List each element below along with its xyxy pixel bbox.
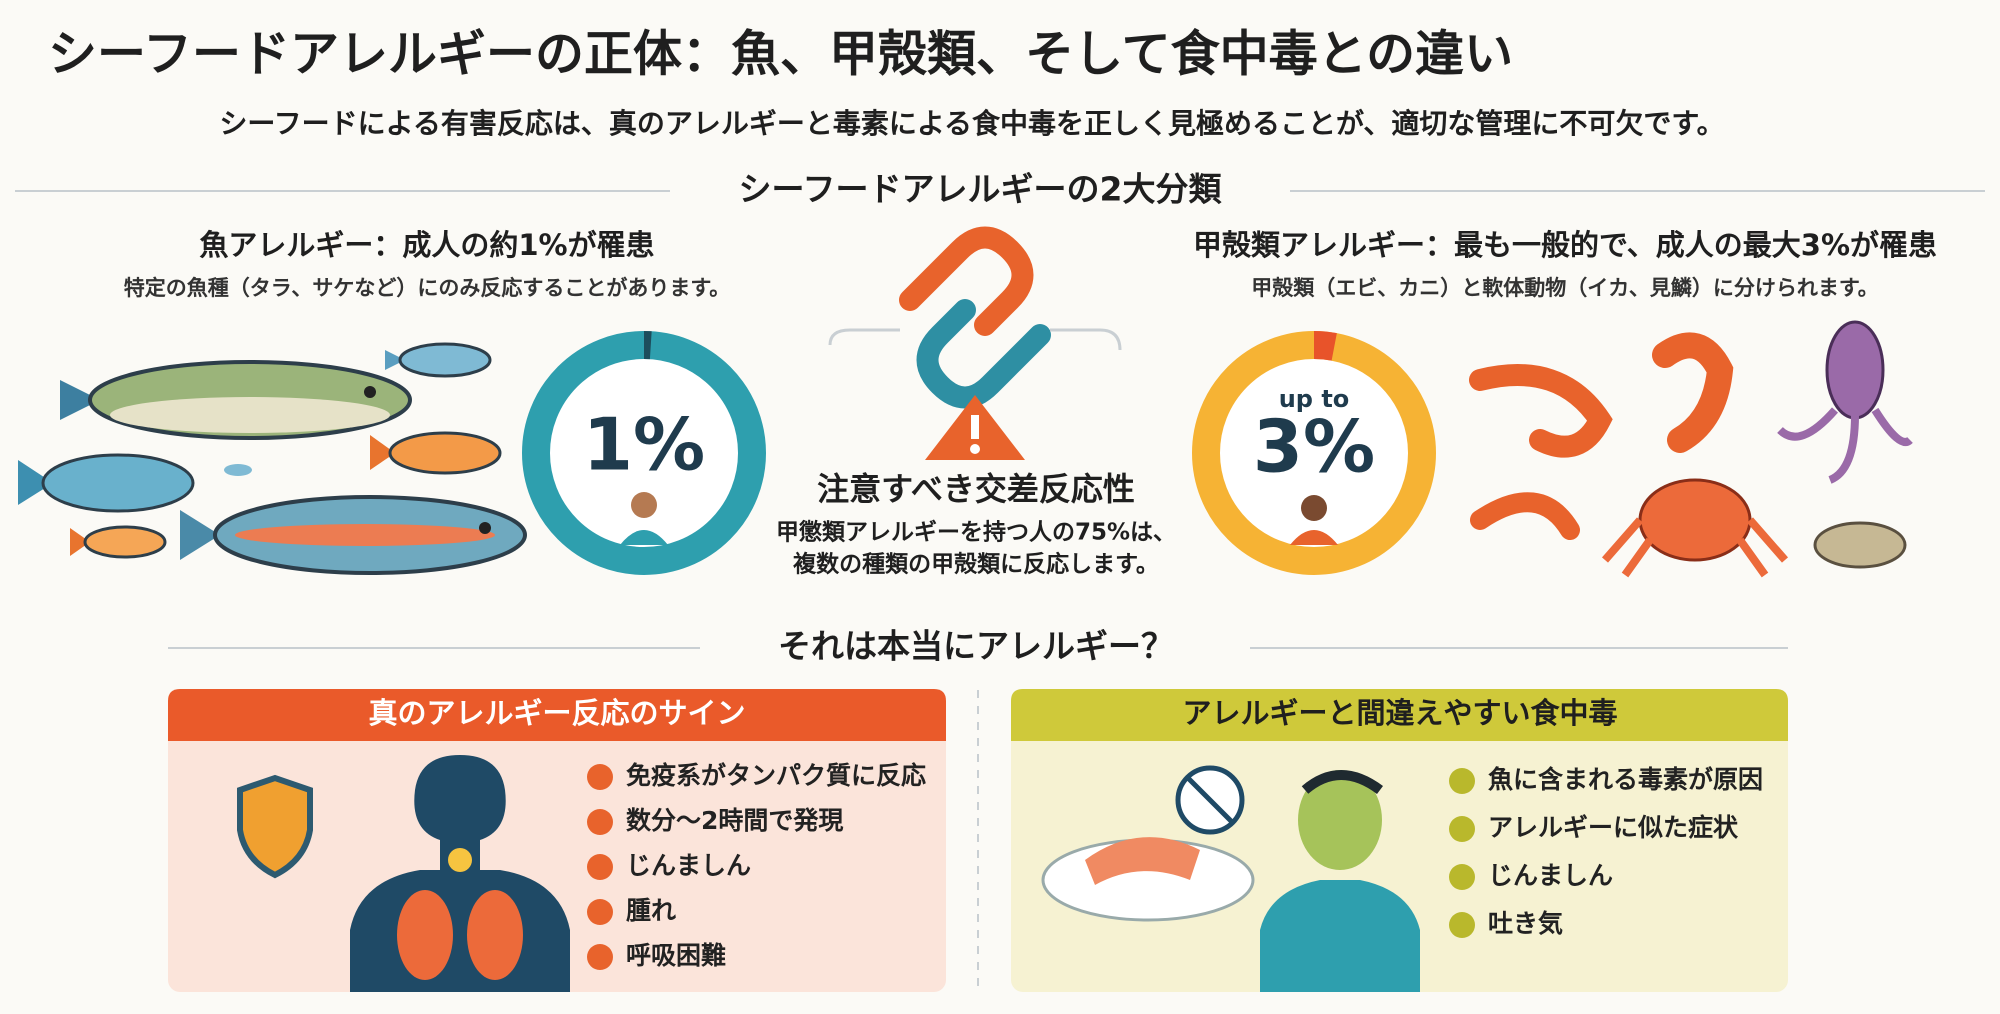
fish-stat: 1% bbox=[522, 331, 766, 575]
cross-line: 甲懲類アレルギーを持つ人の75%は、 bbox=[776, 519, 1176, 546]
illustration-shape bbox=[971, 415, 979, 439]
illustration-shape bbox=[237, 774, 313, 879]
illustration-shape bbox=[479, 522, 491, 534]
illustration-shape bbox=[899, 226, 1034, 336]
illustration-shape bbox=[1085, 837, 1200, 885]
illustration-shape bbox=[18, 460, 53, 505]
poisoning-title: アレルギーと間違えやすい食中毒 bbox=[1182, 696, 1617, 730]
illustration-shape bbox=[370, 435, 395, 470]
illustration-shape bbox=[41, 453, 195, 513]
illustration-shape bbox=[398, 342, 492, 378]
list-icon bbox=[587, 764, 613, 790]
list-item: 腫れ bbox=[626, 896, 676, 925]
illustration-shape bbox=[1301, 495, 1327, 521]
fish-stat-label: 1% bbox=[583, 403, 705, 487]
illustration-shape bbox=[828, 328, 1122, 351]
list-item: じんましん bbox=[626, 851, 751, 880]
illustration-shape bbox=[1011, 689, 1788, 741]
illustration-shape bbox=[1601, 517, 1789, 578]
chain-icon bbox=[828, 226, 1122, 460]
fish-note: 特定の魚種（タラ、サケなど）にのみ反応することがあります。 bbox=[124, 276, 730, 300]
illustration-shape bbox=[70, 528, 90, 556]
illustration-shape bbox=[60, 360, 412, 440]
illustration-shape bbox=[60, 380, 100, 420]
poisoning-panel bbox=[1011, 689, 1788, 992]
shellfish-stat-prefix: up to bbox=[1279, 385, 1350, 413]
ring-arc bbox=[1313, 331, 1337, 361]
illustration-shape bbox=[168, 689, 946, 741]
illustration-shape bbox=[110, 397, 390, 433]
shellfish-title: 甲殻類アレルギー：最も一般的で、成人の最大3%が罹患 bbox=[1193, 228, 1937, 262]
illustration-shape bbox=[1298, 770, 1382, 870]
illustration-shape bbox=[448, 848, 472, 872]
shellfish-illustration bbox=[1469, 320, 1913, 578]
list-item: 呼吸困難 bbox=[626, 941, 726, 970]
illustration-shape bbox=[370, 431, 502, 475]
list-icon bbox=[1449, 864, 1475, 890]
list-icon bbox=[587, 854, 613, 880]
illustration-shape bbox=[1652, 332, 1734, 453]
list-icon bbox=[1449, 768, 1475, 794]
allergy-panel bbox=[168, 689, 946, 992]
illustration-shape bbox=[1777, 407, 1913, 484]
illustration-shape bbox=[1011, 689, 1788, 992]
section-heading: それは本当にアレルギー？ bbox=[778, 627, 1174, 666]
list-item: 吐き気 bbox=[1488, 909, 1563, 938]
illustration-shape bbox=[385, 342, 492, 378]
shellfish-stat-label: 3% bbox=[1253, 405, 1375, 489]
shellfish-stat: up to 3% bbox=[1192, 331, 1436, 575]
illustration-shape bbox=[1470, 492, 1580, 540]
title: シーフードアレルギーの正体：魚、甲殻類、そして食中毒との違い bbox=[48, 26, 1513, 83]
list-icon bbox=[1449, 816, 1475, 842]
illustration-shape bbox=[620, 530, 668, 545]
illustration-shape bbox=[385, 350, 405, 370]
illustration-shape bbox=[970, 444, 980, 454]
list-icon bbox=[587, 944, 613, 970]
illustration-shape bbox=[1825, 320, 1885, 420]
list-icon bbox=[587, 899, 613, 925]
illustration-shape bbox=[235, 524, 495, 546]
illustration-shape bbox=[1186, 776, 1234, 824]
shellfish-note: 甲殻類（エビ、カニ）と軟体動物（イカ、見鱗）に分けられます。 bbox=[1251, 276, 1878, 300]
allergy-title: 真のアレルギー反応のサイン bbox=[368, 696, 745, 730]
illustration-shape bbox=[180, 510, 220, 560]
cross-line: 複数の種類の甲殻類に反応します。 bbox=[793, 551, 1159, 578]
list-item: 免疫系がタンパク質に反応 bbox=[626, 761, 926, 790]
fish-title: 魚アレルギー：成人の約1%が罹患 bbox=[199, 228, 654, 262]
subtitle: シーフードによる有害反応は、真のアレルギーと毒素による食中毒を正しく見極めること… bbox=[219, 107, 1724, 140]
illustration-shape bbox=[1469, 364, 1613, 458]
section-heading: シーフードアレルギーの2大分類 bbox=[739, 170, 1223, 209]
illustration-shape bbox=[1290, 530, 1338, 545]
list-item: じんましん bbox=[1488, 861, 1613, 890]
fish-illustration bbox=[18, 342, 527, 575]
illustration-shape bbox=[388, 431, 502, 475]
illustration-shape bbox=[18, 453, 195, 513]
list-icon bbox=[1449, 912, 1475, 938]
illustration-shape bbox=[83, 525, 167, 559]
cross-title: 注意すべき交差反応性 bbox=[817, 470, 1135, 508]
list-item: アレルギーに似た症状 bbox=[1488, 813, 1739, 842]
illustration-shape bbox=[916, 299, 1051, 409]
illustration-shape bbox=[364, 386, 376, 398]
list-item: 数分〜2時間で発現 bbox=[626, 806, 843, 835]
illustration-shape bbox=[397, 890, 453, 980]
illustration-shape bbox=[467, 890, 523, 980]
illustration-shape bbox=[70, 525, 167, 559]
illustration-shape bbox=[1260, 880, 1420, 992]
illustration-shape bbox=[1638, 478, 1752, 562]
illustration-shape bbox=[631, 492, 657, 518]
list-icon bbox=[587, 809, 613, 835]
illustration-shape bbox=[180, 495, 527, 575]
illustration-shape bbox=[1813, 521, 1907, 569]
list-item: 魚に含まれる毒素が原因 bbox=[1488, 765, 1763, 794]
illustration-shape bbox=[1301, 770, 1383, 795]
illustration-shape bbox=[224, 464, 252, 476]
